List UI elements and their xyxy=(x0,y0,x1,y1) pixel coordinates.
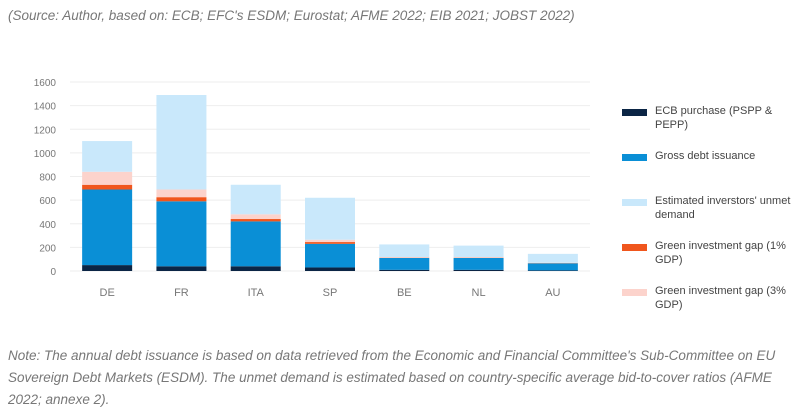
bar-segment-sp-3 xyxy=(305,239,355,243)
bar-segment-nl-3 xyxy=(453,257,504,258)
bar-segment-be-3 xyxy=(379,257,430,258)
legend-label: Gross debt issuance xyxy=(655,150,756,162)
y-tick-label: 800 xyxy=(39,173,56,184)
bar-segment-ita-4 xyxy=(230,184,281,215)
legend-swatch xyxy=(622,154,647,161)
bar-segment-fr-1 xyxy=(156,201,207,267)
x-category-label: NL xyxy=(472,287,486,299)
bar-segment-ita-1 xyxy=(230,221,281,267)
bar-segment-be-1 xyxy=(379,258,430,270)
legend-item: Estimated inverstors' unmet demand xyxy=(622,194,802,227)
legend-swatch xyxy=(622,244,647,251)
bar-segment-ita-3 xyxy=(230,214,281,220)
x-category-label: ITA xyxy=(248,287,265,299)
x-category-label: BE xyxy=(397,287,412,299)
x-category-label: AU xyxy=(545,287,560,299)
y-tick-label: 200 xyxy=(39,243,56,254)
legend-swatch xyxy=(622,289,647,296)
bar-segment-de-4 xyxy=(82,141,133,172)
bar-segment-sp-1 xyxy=(305,243,355,268)
bar-segment-fr-2 xyxy=(156,197,207,202)
note-caption: Note: The annual debt issuance is based … xyxy=(8,348,776,407)
legend-item: Green investment gap (3% GDP) xyxy=(622,284,802,317)
bar-segment-de-3 xyxy=(82,171,133,185)
stacked-bar-chart: 0 200 400 600 800 1000 1200 1400 1600 DE FR ITA SP BE… xyxy=(34,78,590,299)
legend-item: ECB purchase (PSPP & PEPP) xyxy=(622,104,802,137)
legend-label: Green investment gap (1% GDP) xyxy=(655,240,786,266)
y-tick-label: 400 xyxy=(39,220,56,231)
bar-segment-nl-1 xyxy=(453,258,504,270)
bar-segment-ita-2 xyxy=(230,219,281,222)
bar-segment-nl-0 xyxy=(453,269,504,271)
legend-item: Gross debt issuance xyxy=(622,149,802,182)
bar-segment-be-0 xyxy=(379,269,430,271)
y-tick-label: 1200 xyxy=(34,125,57,136)
y-tick-label: 600 xyxy=(39,196,56,207)
bar-segment-au-1 xyxy=(527,263,578,271)
y-tick-label: 1400 xyxy=(34,102,57,113)
bar-segment-sp-0 xyxy=(305,267,355,271)
bar-segment-fr-0 xyxy=(156,266,207,271)
bar-segment-be-4 xyxy=(379,244,430,258)
legend-label: Green investment gap (3% GDP) xyxy=(655,285,786,311)
bar-segment-fr-4 xyxy=(156,94,207,190)
bar-segment-de-1 xyxy=(82,189,133,266)
y-tick-label: 1600 xyxy=(34,78,57,89)
legend-swatch xyxy=(622,199,647,206)
bar-segment-nl-4 xyxy=(453,245,504,258)
source-caption: (Source: Author, based on: ECB; EFC's ES… xyxy=(8,8,575,23)
legend-label: Estimated inverstors' unmet demand xyxy=(655,195,791,221)
y-tick-label: 1000 xyxy=(34,149,57,160)
bar-segment-de-2 xyxy=(82,184,133,190)
legend-item: Green investment gap (1% GDP) xyxy=(622,239,802,272)
bar-segment-fr-3 xyxy=(156,189,207,198)
bar-segment-ita-0 xyxy=(230,266,281,271)
bar-segment-sp-2 xyxy=(305,242,355,244)
bar-segment-sp-4 xyxy=(305,197,355,240)
bar-segment-de-0 xyxy=(82,265,133,271)
legend: ECB purchase (PSPP & PEPP) Gross debt iss… xyxy=(622,104,802,329)
x-category-label: SP xyxy=(323,287,338,299)
bar-segment-au-4 xyxy=(527,253,578,263)
x-category-label: FR xyxy=(174,287,189,299)
bar-segment-au-0 xyxy=(527,270,578,271)
legend-label: ECB purchase (PSPP & PEPP) xyxy=(655,105,773,131)
legend-swatch xyxy=(622,109,647,116)
x-category-label: DE xyxy=(100,287,115,299)
y-tick-label: 0 xyxy=(50,267,56,278)
